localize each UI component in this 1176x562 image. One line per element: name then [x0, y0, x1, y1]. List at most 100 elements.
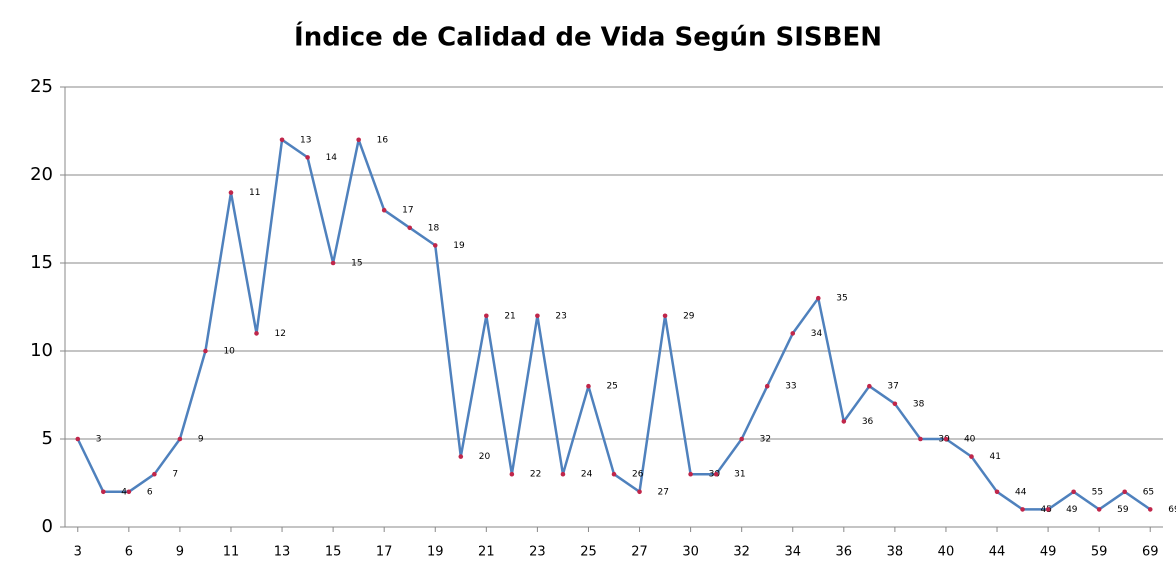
- data-label: 36: [862, 417, 874, 427]
- y-tick-label: 5: [42, 428, 53, 449]
- x-tick-label: 17: [376, 545, 393, 560]
- marker: [637, 489, 642, 495]
- x-tick-label: 38: [887, 545, 904, 560]
- marker: [943, 436, 949, 442]
- x-tick-label: 23: [529, 545, 546, 560]
- data-label: 3: [96, 435, 102, 445]
- marker: [279, 137, 285, 143]
- marker: [484, 313, 489, 319]
- y-tick-label: 10: [30, 340, 53, 361]
- x-tick-label: 11: [223, 545, 240, 560]
- marker: [356, 137, 361, 143]
- x-tick-label: 44: [989, 545, 1006, 560]
- x-tick-label: 49: [1040, 545, 1057, 560]
- marker: [101, 489, 106, 495]
- data-label: 35: [836, 294, 847, 304]
- data-label: 18: [428, 223, 440, 233]
- marker: [841, 419, 847, 424]
- marker: [1147, 507, 1153, 512]
- x-tick-label: 69: [1142, 545, 1159, 560]
- data-label: 12: [275, 329, 286, 339]
- data-label: 23: [555, 311, 566, 321]
- x-tick-label: 25: [580, 545, 597, 560]
- data-label: 20: [479, 452, 491, 462]
- marker: [688, 471, 693, 477]
- marker: [407, 225, 413, 231]
- y-tick-label: 15: [30, 252, 53, 273]
- x-tick-label: 15: [325, 545, 342, 560]
- marker: [535, 313, 540, 319]
- marker: [228, 190, 234, 195]
- x-tick-label: 30: [682, 545, 699, 560]
- marker: [1071, 489, 1076, 495]
- data-label: 27: [658, 487, 669, 497]
- data-label: 16: [377, 135, 389, 145]
- marker: [75, 436, 81, 442]
- marker: [815, 295, 821, 301]
- data-label: 29: [683, 311, 695, 321]
- marker: [790, 331, 796, 336]
- data-label: 7: [172, 470, 178, 480]
- data-label: 22: [530, 470, 541, 480]
- data-label: 17: [402, 206, 413, 216]
- x-tick-label: 34: [784, 545, 801, 560]
- data-label: 40: [964, 435, 976, 445]
- marker: [892, 401, 898, 407]
- data-label: 49: [1066, 505, 1078, 515]
- data-label: 15: [351, 259, 362, 269]
- data-label: 32: [760, 435, 771, 445]
- x-tick-label: 40: [938, 545, 955, 560]
- data-label: 10: [223, 347, 235, 357]
- marker: [560, 471, 566, 477]
- data-label: 55: [1092, 487, 1103, 497]
- marker: [330, 260, 336, 266]
- marker: [1122, 489, 1127, 495]
- marker: [509, 471, 515, 477]
- data-label: 21: [504, 311, 515, 321]
- x-tick-label: 36: [836, 545, 853, 560]
- data-label: 25: [606, 382, 617, 392]
- marker: [1020, 507, 1025, 512]
- data-label: 9: [198, 435, 204, 445]
- data-label: 44: [1015, 487, 1027, 497]
- marker: [203, 348, 208, 354]
- marker: [713, 471, 719, 477]
- data-label: 11: [249, 188, 260, 198]
- marker: [739, 436, 744, 442]
- marker: [969, 454, 974, 459]
- marker: [305, 155, 310, 160]
- y-tick-label: 25: [30, 76, 53, 97]
- data-label: 34: [811, 329, 823, 339]
- marker: [126, 489, 132, 495]
- x-tick-label: 32: [733, 545, 750, 560]
- x-tick-label: 21: [478, 545, 495, 560]
- x-tick-label: 3: [74, 545, 82, 560]
- x-tick-label: 13: [274, 545, 291, 560]
- data-label: 13: [300, 135, 311, 145]
- data-label: 69: [1168, 505, 1176, 515]
- data-label: 26: [632, 470, 644, 480]
- data-label: 59: [1117, 505, 1129, 515]
- marker: [177, 436, 183, 442]
- data-label: 37: [887, 382, 898, 392]
- x-tick-label: 27: [631, 545, 648, 560]
- data-label: 33: [785, 382, 796, 392]
- x-tick-label: 9: [176, 545, 184, 560]
- y-tick-label: 0: [42, 516, 53, 537]
- marker: [918, 436, 923, 442]
- marker: [662, 313, 668, 319]
- marker: [381, 207, 387, 213]
- marker: [867, 383, 872, 389]
- data-label: 65: [1143, 487, 1154, 497]
- marker: [254, 331, 259, 336]
- marker: [152, 471, 157, 477]
- chart-title: Índice de Calidad de Vida Según SISBEN: [294, 21, 882, 53]
- marker: [432, 243, 438, 248]
- data-label: 4: [121, 487, 127, 497]
- data-label: 19: [453, 241, 465, 251]
- data-label: 41: [989, 452, 1000, 462]
- data-label: 24: [581, 470, 593, 480]
- data-label: 38: [913, 399, 925, 409]
- marker: [1045, 507, 1051, 512]
